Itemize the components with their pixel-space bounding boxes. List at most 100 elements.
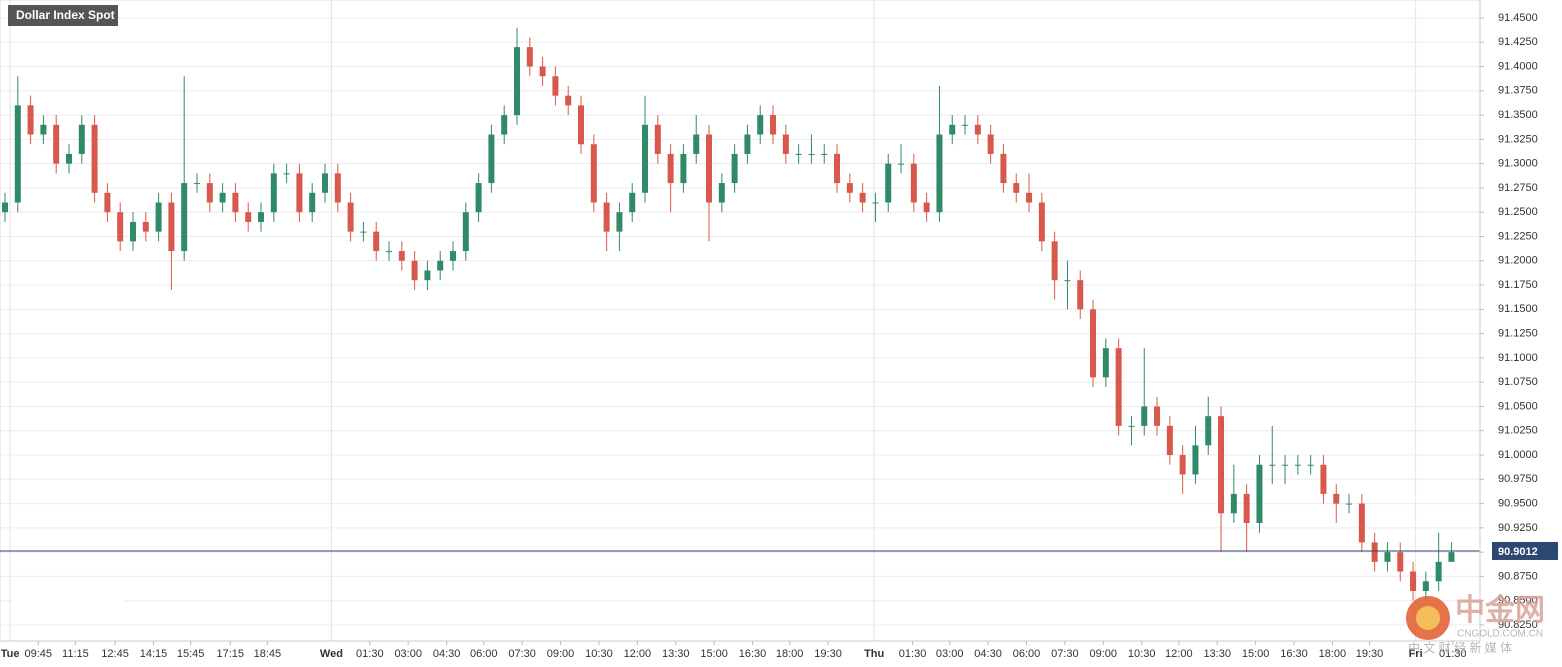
y-tick-label: 90.8250 — [1498, 619, 1538, 631]
y-tick-label: 91.4250 — [1498, 36, 1538, 48]
x-tick-label: 06:00 — [1013, 648, 1041, 660]
candle-body — [578, 105, 585, 145]
candle-body — [987, 134, 994, 154]
candle-body — [373, 231, 380, 252]
y-tick-label: 91.2750 — [1498, 182, 1538, 194]
candle-body — [642, 124, 649, 193]
candle-body — [91, 124, 98, 193]
candle-body — [1269, 464, 1276, 466]
candle-body — [1013, 183, 1020, 193]
candle-body — [1179, 455, 1186, 475]
candle-body — [168, 202, 175, 252]
candle-body — [539, 66, 546, 77]
x-tick-label: 06:00 — [470, 648, 498, 660]
candle-body — [680, 153, 687, 184]
y-tick-label: 91.3750 — [1498, 85, 1538, 97]
chart-title: Dollar Index Spot — [16, 8, 115, 22]
candle-body — [974, 124, 981, 135]
candle-body — [1038, 202, 1045, 242]
candle-body — [219, 192, 226, 203]
candle-body — [1166, 425, 1173, 456]
candle-body — [194, 183, 201, 185]
candle-body — [962, 124, 969, 126]
candle-body — [744, 134, 751, 154]
candle-body — [65, 153, 72, 164]
blank-box — [12, 593, 125, 621]
candle-body — [565, 95, 572, 106]
x-tick-label: 13:30 — [662, 648, 690, 660]
y-tick-label: 90.9750 — [1498, 473, 1538, 485]
y-tick-label: 91.1250 — [1498, 328, 1538, 340]
y-tick-label: 90.8750 — [1498, 570, 1538, 582]
y-tick-label: 91.2500 — [1498, 206, 1538, 218]
candle-body — [885, 163, 892, 203]
candle-body — [450, 251, 457, 261]
candle-body — [1077, 280, 1084, 310]
y-tick-label: 91.0250 — [1498, 425, 1538, 437]
candle-body — [910, 163, 917, 203]
x-tick-label: 14:15 — [140, 648, 168, 660]
candle-body — [1282, 464, 1289, 466]
y-tick-label: 91.3250 — [1498, 133, 1538, 145]
x-tick-label: 17:15 — [217, 648, 245, 660]
x-tick-label: 09:00 — [1090, 648, 1118, 660]
candle-body — [462, 212, 469, 252]
candle-body — [603, 202, 610, 232]
x-tick-label: 16:30 — [739, 648, 767, 660]
candle-body — [142, 221, 149, 232]
candle-body — [949, 124, 956, 135]
candle-body — [40, 124, 47, 135]
candle-body — [629, 192, 636, 213]
x-tick-label: 01:30 — [899, 648, 927, 660]
candles — [0, 27, 1480, 601]
candle-body — [693, 134, 700, 154]
x-tick-label: 12:00 — [1165, 648, 1193, 660]
y-tick-label: 91.4500 — [1498, 12, 1538, 24]
candle-body — [1000, 153, 1007, 184]
y-tick-label: 91.3000 — [1498, 158, 1538, 170]
candle-body — [1333, 493, 1340, 504]
candle-body — [53, 124, 60, 164]
candle-body — [808, 153, 815, 155]
candle-body — [155, 202, 162, 232]
x-tick-label: 13:30 — [1203, 648, 1231, 660]
candle-body — [667, 153, 674, 184]
candle-body — [1154, 406, 1161, 426]
x-tick-label: 10:30 — [585, 648, 613, 660]
x-tick-label: 03:00 — [394, 648, 422, 660]
x-tick-label: 09:45 — [25, 648, 53, 660]
candle-body — [782, 134, 789, 154]
candle-body — [1141, 406, 1148, 426]
day-tick-label: Thu — [864, 648, 884, 660]
candle-body — [514, 47, 521, 116]
x-tick-label: 18:00 — [1319, 648, 1347, 660]
candle-body — [1384, 552, 1391, 562]
candle-body — [1435, 561, 1442, 582]
candle-body — [654, 124, 661, 154]
watermark: 中金网 CNGOLD.COM.CN 中 文 财 经 新 媒 体 — [1406, 593, 1545, 655]
day-tick-label: Tue — [1, 648, 20, 660]
candle-body — [1102, 348, 1109, 378]
candle-body — [475, 183, 482, 213]
candle-body — [859, 192, 866, 203]
candle-body — [322, 173, 329, 193]
y-tick-label: 91.1000 — [1498, 352, 1538, 364]
x-tick-label: 12:00 — [624, 648, 652, 660]
candle-body — [14, 105, 21, 203]
candle-body — [1307, 464, 1314, 466]
x-tick-label: 01:30 — [1439, 648, 1467, 660]
x-tick-label: 18:00 — [776, 648, 804, 660]
x-tick-label: 04:30 — [433, 648, 461, 660]
x-tick-label: 19:30 — [814, 648, 842, 660]
candle-body — [1294, 464, 1301, 466]
candle-body — [104, 192, 111, 213]
day-tick-label: Fri — [1409, 648, 1423, 660]
candle-body — [347, 202, 354, 232]
x-tick-label: 07:30 — [508, 648, 536, 660]
last-price-label: 90.9012 — [1498, 546, 1538, 558]
candle-body — [270, 173, 277, 213]
plot-area — [0, 0, 1481, 642]
candle-body — [1358, 503, 1365, 543]
